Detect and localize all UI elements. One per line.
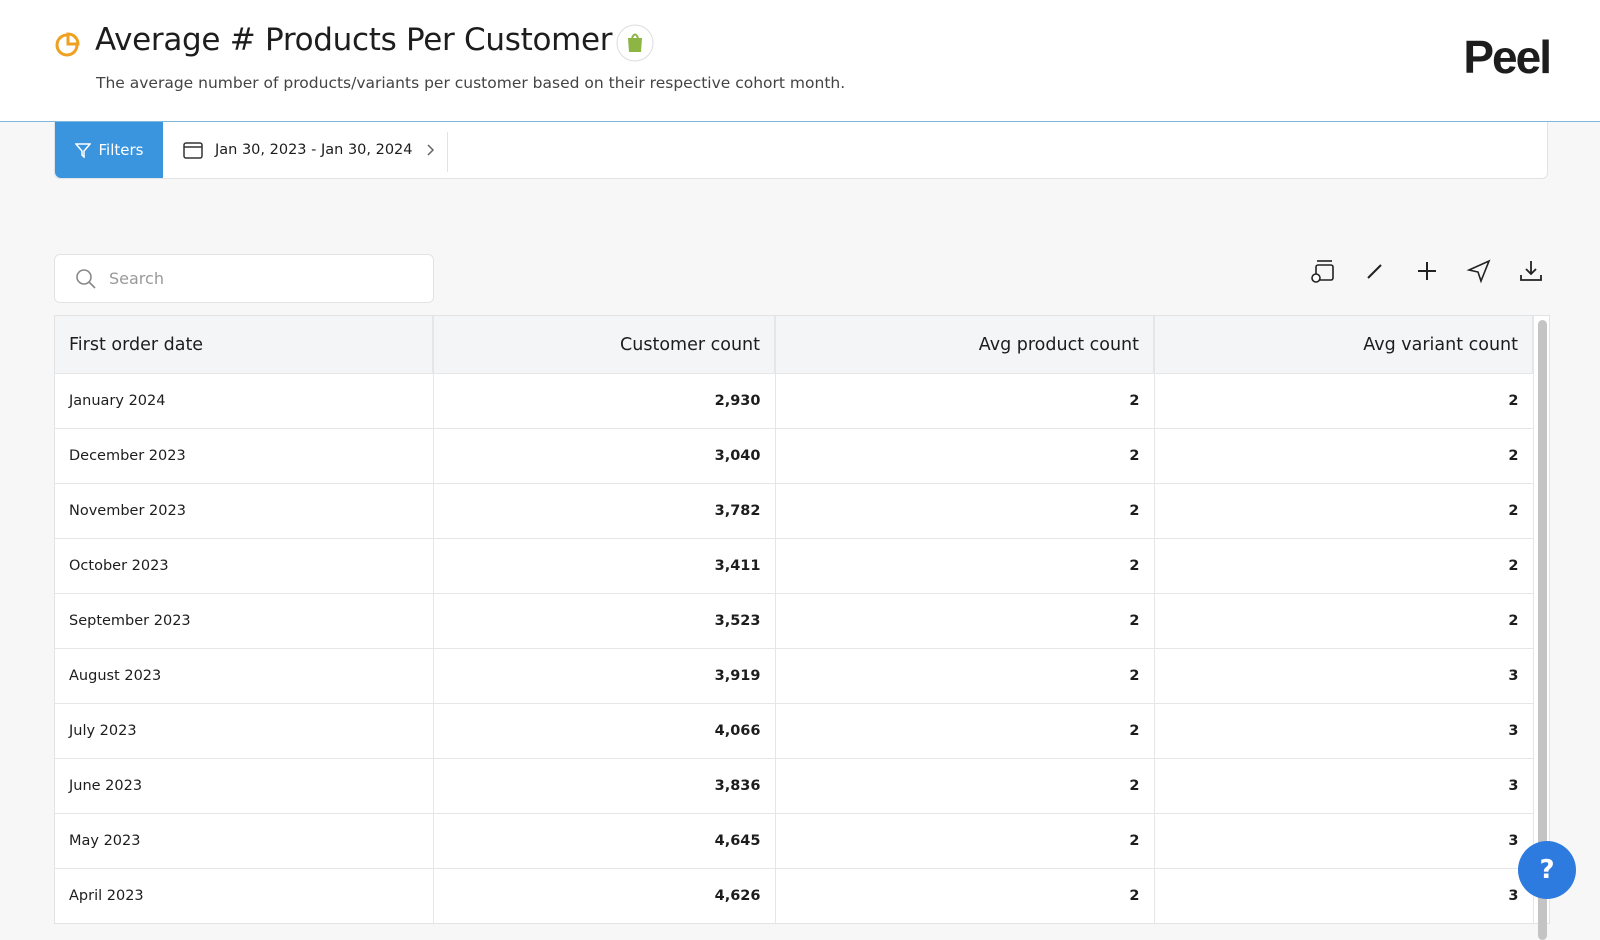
table-cell: 2	[775, 758, 1155, 814]
table-cell: July 2023	[55, 703, 434, 759]
table: First order date Customer count Avg produc…	[55, 316, 1534, 923]
search-box[interactable]: Search	[54, 254, 434, 303]
date-range[interactable]: Jan 30, 2023 - Jan 30, 2024	[183, 122, 435, 178]
table-cell: 2	[775, 813, 1155, 869]
table-cell: 3	[1154, 648, 1534, 704]
table-cell: 2	[1154, 373, 1534, 429]
toolbar: Filters Jan 30, 2023 - Jan 30, 2024	[54, 122, 1548, 179]
table-cell: June 2023	[55, 758, 434, 814]
table-cell: 2	[775, 483, 1155, 539]
table-cell: April 2023	[55, 868, 434, 923]
column-header: Avg variant count	[1154, 316, 1534, 374]
download[interactable]	[1518, 258, 1544, 284]
data-table: First order date Customer count Avg produc…	[54, 315, 1550, 940]
table-cell: October 2023	[55, 538, 434, 594]
table-cell: 2	[1154, 483, 1534, 539]
table-cell: 2	[775, 428, 1155, 484]
table-cell: 3,919	[433, 648, 776, 704]
table-cell: 3	[1154, 868, 1534, 923]
table-cell: 3,782	[433, 483, 776, 539]
action-icons	[1310, 258, 1544, 284]
table-row: July 2023 4,066 2 3	[55, 703, 1534, 759]
scrollbar[interactable]	[1538, 320, 1547, 940]
table-row: December 2023 3,040 2 2	[55, 428, 1534, 484]
table-cell: 2	[1154, 428, 1534, 484]
table-cell: 2	[775, 593, 1155, 649]
column-header: Customer count	[433, 316, 776, 374]
table-cell: August 2023	[55, 648, 434, 704]
table-cell: 4,066	[433, 703, 776, 759]
table-cell: 3,836	[433, 758, 776, 814]
calendar-icon	[183, 142, 203, 159]
table-cell: December 2023	[55, 428, 434, 484]
header-row: First order date Customer count Avg produc…	[55, 316, 1534, 374]
subtitle: The average number of products/variants …	[96, 74, 846, 92]
table-cell: September 2023	[55, 593, 434, 649]
table-row: April 2023 4,626 2 3	[55, 868, 1534, 923]
title: Average # Products Per Customer	[95, 22, 613, 58]
table-cell: 3,040	[433, 428, 776, 484]
table-row: October 2023 3,411 2 2	[55, 538, 1534, 594]
table-cell: January 2024	[55, 373, 434, 429]
shopify-badge	[616, 24, 654, 62]
table-cell: 2	[775, 868, 1155, 923]
table-cell: 3,523	[433, 593, 776, 649]
filters-label: Filters	[98, 141, 144, 159]
chevron	[426, 144, 434, 156]
help-button[interactable]: ?	[1518, 841, 1576, 899]
column-header: First order date	[55, 316, 434, 374]
add-to-dashboard[interactable]	[1310, 258, 1336, 284]
table-cell: 3,411	[433, 538, 776, 594]
table-cell: 2,930	[433, 373, 776, 429]
table-cell: November 2023	[55, 483, 434, 539]
table-row: September 2023 3,523 2 2	[55, 593, 1534, 649]
table-row: November 2023 3,782 2 2	[55, 483, 1534, 539]
filter-icon	[74, 143, 91, 158]
separator	[447, 132, 448, 172]
table-cell: May 2023	[55, 813, 434, 869]
table-row: August 2023 3,919 2 3	[55, 648, 1534, 704]
table-cell: 4,645	[433, 813, 776, 869]
search-placeholder: Search	[109, 269, 164, 288]
add[interactable]	[1414, 258, 1440, 284]
table-cell: 2	[1154, 593, 1534, 649]
table-cell: 2	[1154, 538, 1534, 594]
table-row: June 2023 3,836 2 3	[55, 758, 1534, 814]
table-cell: 2	[775, 703, 1155, 759]
table-cell: 2	[775, 538, 1155, 594]
logo[interactable]: Peel	[1463, 31, 1552, 83]
table-cell: 3	[1154, 703, 1534, 759]
header: Average # Products Per Customer The aver…	[0, 0, 1600, 122]
table-row: January 2024 2,930 2 2	[55, 373, 1534, 429]
filters-button[interactable]: Filters	[55, 122, 163, 178]
search-icon	[76, 268, 96, 289]
edit[interactable]	[1362, 258, 1388, 284]
send[interactable]	[1466, 258, 1492, 284]
report-icon	[55, 32, 80, 57]
date-range-label: Jan 30, 2023 - Jan 30, 2024	[215, 142, 413, 158]
column-header: Avg product count	[775, 316, 1155, 374]
table-cell: 3	[1154, 813, 1534, 869]
table-cell: 3	[1154, 758, 1534, 814]
table-cell: 2	[775, 648, 1155, 704]
table-cell: 4,626	[433, 868, 776, 923]
table-cell: 2	[775, 373, 1155, 429]
table-row: May 2023 4,645 2 3	[55, 813, 1534, 869]
